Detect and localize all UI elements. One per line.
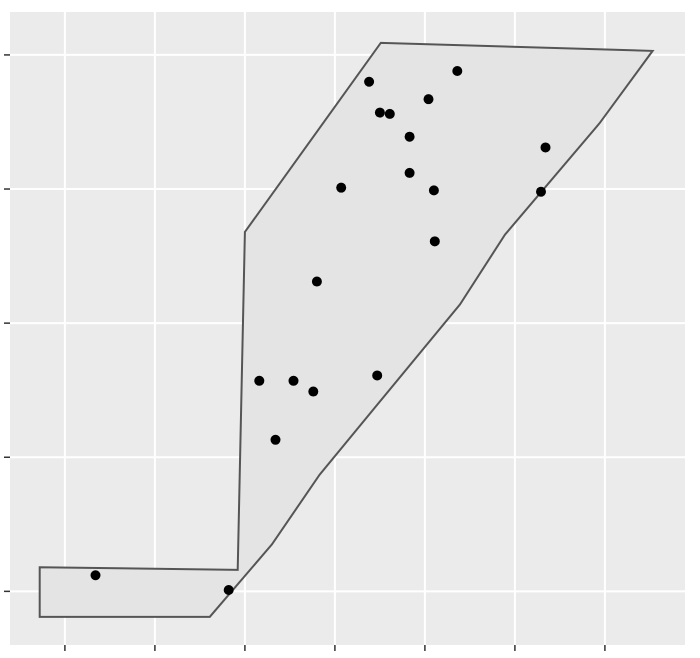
point — [270, 434, 281, 445]
point — [452, 66, 463, 77]
point — [223, 585, 234, 596]
point — [254, 375, 265, 386]
point — [384, 108, 395, 119]
point — [90, 570, 101, 581]
point — [288, 375, 299, 386]
point — [429, 236, 440, 247]
point — [364, 76, 375, 87]
point — [372, 370, 383, 381]
point — [540, 142, 551, 153]
point — [428, 185, 439, 196]
hull-polygon — [38, 41, 655, 618]
point — [404, 131, 415, 142]
point — [536, 186, 546, 197]
point — [374, 107, 385, 118]
point — [423, 94, 434, 105]
point — [311, 276, 322, 287]
point — [308, 386, 319, 397]
point — [336, 182, 347, 193]
point — [404, 167, 415, 178]
